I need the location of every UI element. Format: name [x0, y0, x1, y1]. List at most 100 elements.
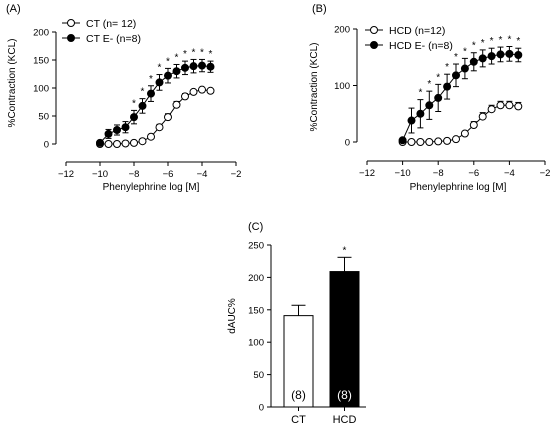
- panel-a-series-open-point: [138, 137, 147, 146]
- panel-a-series-filled-point: [198, 61, 206, 70]
- panel-b-series-filled-point: [425, 101, 434, 110]
- panel-c-y-tick-label: 250: [248, 241, 264, 252]
- panel-a-letter: (A): [6, 3, 21, 15]
- panel-c-letter: (C): [248, 221, 263, 233]
- panel-a-series-filled-point: [113, 126, 121, 134]
- panel-a-significance-mark: *: [141, 87, 145, 98]
- panel-c: (C) dAUC% 0 50 100 150 200 250 (8) CT (8) HCD *: [227, 221, 366, 426]
- panel-b-series-filled-point: [496, 50, 505, 59]
- panel-a-significance-mark: *: [200, 47, 204, 58]
- panel-a-significance-mark: *: [158, 63, 162, 74]
- panel-b-x-tick-label: −10: [395, 168, 411, 179]
- panel-a-significance-mark: *: [209, 49, 213, 60]
- panel-a-series-filled-point: [130, 113, 138, 122]
- panel-a-x-tick-label: −10: [92, 169, 108, 180]
- panel-b-y-tick-label: 0: [345, 138, 350, 149]
- panel-a-significance-mark: *: [175, 52, 179, 63]
- panel-c-n-label: (8): [291, 388, 306, 402]
- panel-b-series-filled-point: [443, 82, 452, 91]
- panel-a-significance-mark: *: [132, 98, 136, 109]
- panel-b-significance-mark: *: [507, 35, 511, 46]
- panel-a-series-filled-point: [181, 63, 189, 72]
- panel-b-y-tick-label: 100: [334, 81, 350, 92]
- panel-a-series-filled-point: [164, 71, 172, 80]
- panel-b-significance-mark: *: [463, 46, 467, 57]
- panel-b-x-tick-label: −6: [468, 168, 479, 179]
- panel-a-series-open-point: [198, 85, 206, 94]
- panel-a-series-open-point: [130, 138, 138, 147]
- panel-b-significance-mark: *: [490, 36, 494, 47]
- panel-b-series-filled-point: [460, 64, 469, 73]
- panel-a-legend-marker: [67, 34, 75, 42]
- panel-a-y-axis-label: %Contraction (KCL): [7, 39, 18, 128]
- panel-a-y-tick-label: 50: [38, 112, 49, 123]
- panel-b-significance-mark: *: [499, 35, 503, 46]
- panel-b-significance-mark: *: [454, 52, 458, 63]
- panel-b-series-filled-point: [478, 54, 487, 63]
- panel-b-legend-marker: [370, 26, 378, 34]
- panel-a-series-filled-point: [147, 89, 155, 98]
- panel-b-series-open-point: [496, 101, 505, 110]
- panel-b-series-filled-point: [398, 136, 407, 145]
- panel-a-significance-mark: *: [192, 47, 196, 58]
- panel-b-series-open-point: [514, 102, 523, 111]
- panel-c-bar: [329, 271, 360, 408]
- panel-c-y-tick-label: 200: [248, 273, 264, 284]
- panel-a-series-open-point: [155, 123, 164, 132]
- panel-a-series-filled-point: [206, 62, 215, 71]
- panel-a-series-filled-point: [172, 67, 181, 76]
- panel-b-series-open-point: [452, 135, 460, 144]
- panel-a-legend-marker: [67, 19, 75, 27]
- panel-a-series-open-point: [172, 100, 181, 109]
- panel-c-y-tick-label: 50: [253, 370, 264, 381]
- panel-a-series-filled-point: [155, 78, 164, 87]
- panel-a-legend-label: CT E- (n=8): [86, 33, 141, 45]
- panel-a-series-open-point: [104, 140, 113, 148]
- panel-a-y-tick-label: 0: [44, 140, 49, 151]
- panel-b-significance-mark: *: [472, 41, 476, 52]
- panel-b-legend-marker: [370, 41, 378, 49]
- panel-b-series-filled-point: [505, 49, 514, 58]
- panel-a-series-open-point: [164, 113, 172, 122]
- panel-c-significance-mark: *: [343, 245, 347, 256]
- panel-a-x-axis-label: Phenylephrine log [M]: [103, 182, 200, 193]
- panel-a-significance-mark: *: [149, 74, 153, 85]
- panel-b-y-tick-label: 200: [334, 25, 350, 36]
- panel-a-series-open-point: [147, 132, 155, 141]
- panel-a-series-filled-point: [96, 138, 104, 147]
- panel-a-y-tick-label: 100: [33, 84, 49, 95]
- panel-a-series-filled-point: [121, 123, 130, 132]
- panel-b-series-filled-point: [487, 52, 496, 61]
- panel-c-category-label: HCD: [333, 414, 357, 426]
- panel-b-series-open-point: [416, 138, 425, 146]
- panel-a-series-open-line: [100, 89, 211, 145]
- panel-b-series-filled-point: [452, 71, 460, 80]
- panel-b-series-open-point: [469, 121, 478, 130]
- panel-c-y-tick-label: 150: [248, 305, 264, 316]
- panel-b-significance-mark: *: [418, 88, 422, 99]
- panel-b-series-filled-point: [416, 109, 425, 118]
- panel-a: (A) %Contraction (KCL) Phenylephrine log…: [6, 3, 241, 193]
- panel-b-series-open-point: [478, 112, 487, 121]
- panel-a-x-tick-label: −4: [197, 169, 208, 180]
- panel-a-series-open-point: [206, 86, 215, 95]
- panel-c-y-axis-label: dAUC%: [227, 298, 238, 334]
- panel-c-y-tick-label: 100: [248, 338, 264, 349]
- panel-b-significance-mark: *: [436, 72, 440, 83]
- panel-a-series-open-point: [181, 92, 189, 101]
- panel-b-x-axis-label: Phenylephrine log [M]: [410, 182, 507, 193]
- panel-a-y-tick-label: 150: [33, 56, 49, 67]
- panel-a-significance-mark: *: [166, 56, 170, 67]
- panel-b-legend-label: HCD E- (n=8): [389, 40, 453, 52]
- panel-a-series-filled-point: [189, 62, 198, 71]
- panel-b-series-open-point: [443, 136, 452, 145]
- panel-c-category-label: CT: [291, 414, 306, 426]
- panel-b-series-filled-point: [469, 57, 478, 66]
- panel-a-x-tick-label: −6: [163, 169, 174, 180]
- panel-a-x-tick-label: −8: [129, 169, 140, 180]
- panel-b-y-axis-label: %Contraction (KCL): [309, 43, 320, 132]
- panel-b: (B) %Contraction (KCL) Phenylephrine log…: [309, 3, 550, 193]
- panel-b-legend-label: HCD (n=12): [389, 25, 445, 37]
- panel-c-y-tick-label: 0: [259, 403, 264, 414]
- panel-b-series-open-point: [425, 138, 434, 146]
